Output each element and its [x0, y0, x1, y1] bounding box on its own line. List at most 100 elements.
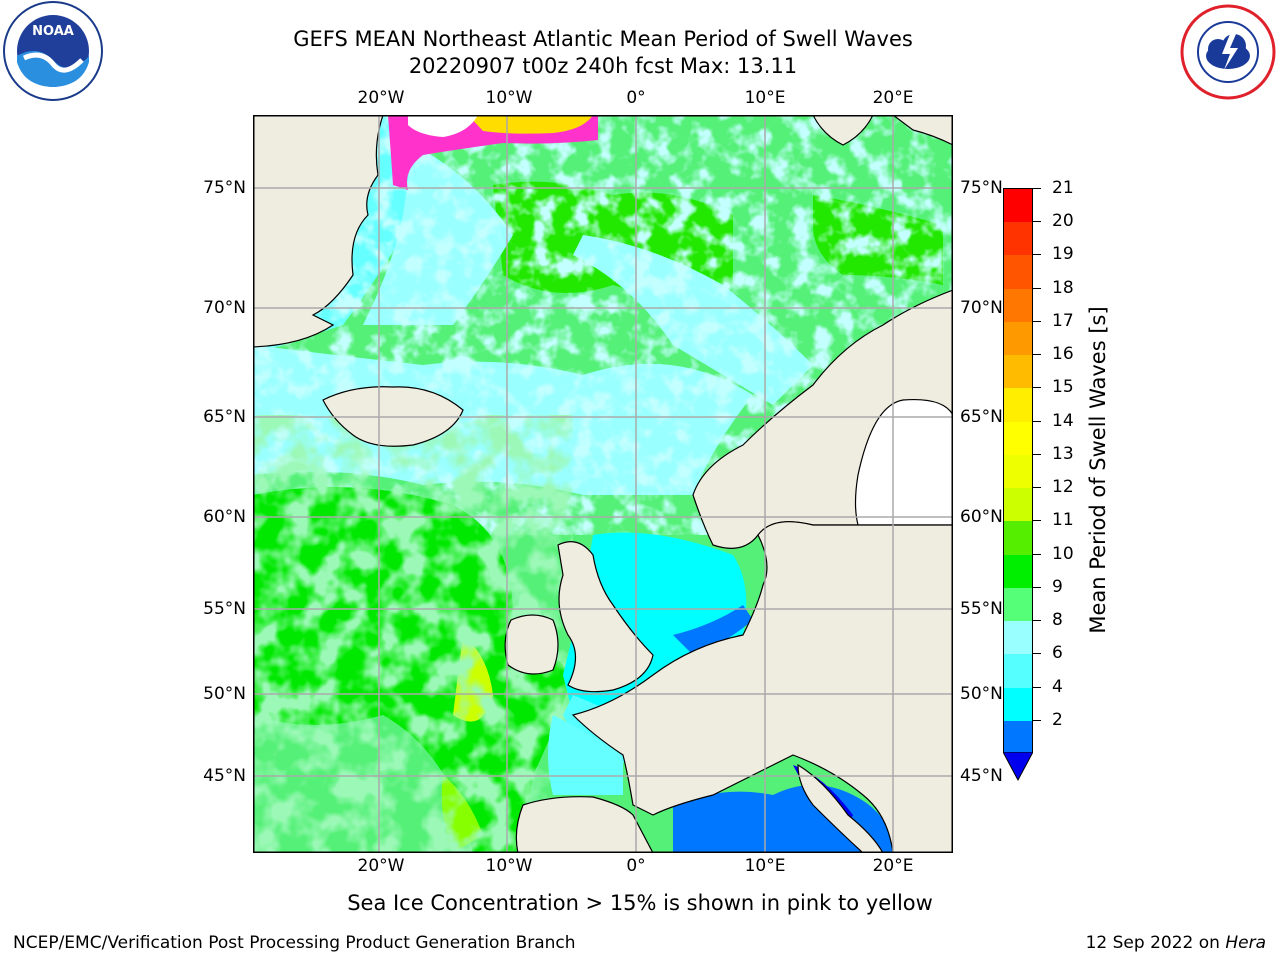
- lon-label-top: 0°: [626, 88, 646, 108]
- colorbar-tick-label: 8: [1052, 610, 1063, 631]
- sea-ice-white: [408, 115, 478, 137]
- lat-label-right: 70°N: [960, 298, 1003, 318]
- lat-label-left: 55°N: [203, 599, 246, 619]
- chart-subtitle: 20220907 t00z 240h fcst Max: 13.11: [408, 54, 798, 78]
- colorbar-tick-label: 14: [1052, 410, 1074, 431]
- colorbar-segment: [1004, 321, 1032, 356]
- colorbar-tick: [1033, 320, 1041, 322]
- map-panel: [253, 115, 953, 853]
- colorbar-tick: [1033, 287, 1041, 289]
- colorbar-segment: [1004, 255, 1032, 290]
- lat-label-right: 45°N: [960, 766, 1003, 786]
- gulf-of-bothnia: [854, 398, 953, 526]
- colorbar-tick: [1033, 553, 1041, 555]
- lat-label-right: 55°N: [960, 599, 1003, 619]
- map-border: [253, 115, 953, 853]
- colorbar-tick: [1033, 254, 1041, 256]
- colorbar-tick-label: 20: [1052, 211, 1074, 232]
- colorbar-under-arrow: [1003, 752, 1033, 782]
- graticule: [253, 115, 953, 853]
- colorbar-tick: [1033, 620, 1041, 622]
- colorbar-segment: [1004, 222, 1032, 256]
- colorbar: [1003, 188, 1033, 755]
- nws-logo: [1180, 4, 1276, 100]
- colorbar-tick: [1033, 453, 1041, 455]
- lat-label-right: 75°N: [960, 178, 1003, 198]
- colorbar-segment: [1004, 720, 1032, 755]
- land-greenland: [253, 115, 384, 348]
- noaa-logo: NOAA: [3, 1, 103, 101]
- colorbar-tick-label: 16: [1052, 344, 1074, 365]
- lon-label-bottom: 0°: [626, 856, 646, 876]
- colorbar-tick: [1033, 653, 1041, 655]
- credit-text: NCEP/EMC/Verification Post Processing Pr…: [13, 933, 576, 953]
- land-svalbard: [812, 115, 874, 146]
- colorbar-segment: [1004, 687, 1032, 722]
- colorbar-segment: [1004, 621, 1032, 655]
- colorbar-tick: [1033, 221, 1041, 223]
- colorbar-segment: [1004, 554, 1032, 589]
- colorbar-tick: [1033, 188, 1041, 189]
- lat-label-right: 65°N: [960, 407, 1003, 427]
- colorbar-tick: [1033, 686, 1041, 688]
- bay-of-biscay: [548, 715, 623, 795]
- colorbar-tick-label: 21: [1052, 178, 1074, 198]
- lat-label-right: 60°N: [960, 507, 1003, 527]
- sea-ice-note: Sea Ice Concentration > 15% is shown in …: [347, 891, 933, 915]
- lon-label-top: 10°E: [744, 88, 786, 108]
- colorbar-segment: [1004, 189, 1032, 223]
- colorbar-segment: [1004, 521, 1032, 556]
- colorbar-tick-label: 13: [1052, 443, 1074, 464]
- colorbar-tick-label: 19: [1052, 244, 1074, 265]
- colorbar-tick: [1033, 387, 1041, 389]
- lat-label-left: 50°N: [203, 684, 246, 704]
- colorbar-tick: [1033, 520, 1041, 522]
- lat-label-right: 50°N: [960, 684, 1003, 704]
- colorbar-tick: [1033, 719, 1041, 721]
- lat-label-left: 65°N: [203, 407, 246, 427]
- colorbar-label: Mean Period of Swell Waves [s]: [1086, 306, 1110, 634]
- lon-label-bottom: 20°W: [357, 856, 405, 876]
- lon-label-bottom: 20°E: [872, 856, 914, 876]
- noaa-logo-text: NOAA: [32, 24, 74, 39]
- lon-label-top: 10°W: [485, 88, 533, 108]
- colorbar-tick: [1033, 420, 1041, 422]
- lon-label-top: 20°W: [357, 88, 405, 108]
- colorbar-tick-label: 12: [1052, 477, 1074, 498]
- colorbar-tick-label: 4: [1052, 676, 1063, 697]
- land-ireland: [504, 614, 559, 675]
- colorbar-segment: [1004, 587, 1032, 622]
- land-great-britain: [557, 541, 654, 693]
- lat-label-left: 70°N: [203, 298, 246, 318]
- colorbar-tick-label: 17: [1052, 310, 1074, 331]
- chart-title: GEFS MEAN Northeast Atlantic Mean Period…: [293, 27, 913, 51]
- colorbar-tick: [1033, 354, 1041, 356]
- lon-label-bottom: 10°W: [485, 856, 533, 876]
- colorbar-tick: [1033, 487, 1041, 489]
- run-date: 12 Sep 2022 on Hera: [1086, 933, 1266, 953]
- colorbar-segment: [1004, 488, 1032, 522]
- channel-blue: [673, 605, 753, 655]
- lon-label-bottom: 10°E: [744, 856, 786, 876]
- lat-label-left: 75°N: [203, 178, 246, 198]
- lat-label-left: 45°N: [203, 766, 246, 786]
- colorbar-tick: [1033, 586, 1041, 588]
- colorbar-tick-label: 2: [1052, 709, 1063, 730]
- colorbar-tick-label: 18: [1052, 277, 1074, 298]
- colorbar-segment: [1004, 388, 1032, 423]
- colorbar-tick-label: 9: [1052, 576, 1063, 597]
- lon-label-top: 20°E: [872, 88, 914, 108]
- land-continental-europe: [571, 521, 953, 853]
- run-host: Hera: [1225, 933, 1266, 953]
- colorbar-tick-label: 15: [1052, 377, 1074, 398]
- colorbar-tick-label: 10: [1052, 543, 1074, 564]
- colorbar-segment: [1004, 355, 1032, 389]
- lat-label-left: 60°N: [203, 507, 246, 527]
- colorbar-tick-label: 11: [1052, 510, 1074, 531]
- colorbar-segment: [1004, 454, 1032, 489]
- land-iberia: [515, 796, 654, 853]
- sea-ice-yellow: [468, 115, 593, 134]
- land-italy: [797, 763, 884, 853]
- colorbar-segment: [1004, 654, 1032, 689]
- colorbar-segment: [1004, 288, 1032, 323]
